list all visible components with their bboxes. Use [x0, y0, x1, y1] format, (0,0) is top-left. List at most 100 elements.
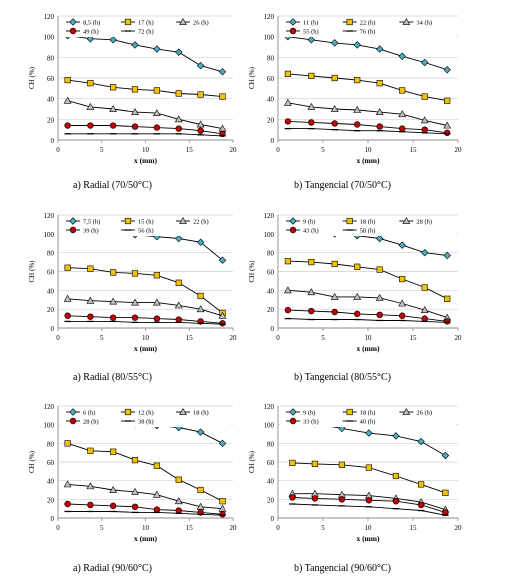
- data-point: [444, 97, 451, 104]
- data-point: [283, 286, 292, 294]
- data-point: [175, 279, 182, 286]
- legend-marker: [69, 226, 77, 234]
- x-tick-label: 20: [230, 524, 238, 532]
- data-point: [152, 109, 161, 117]
- legend-label: 58 (h): [360, 228, 376, 235]
- data-point: [196, 305, 205, 313]
- series-line: [287, 120, 448, 134]
- data-point: [331, 120, 338, 127]
- legend-label: 11 (h): [303, 20, 318, 27]
- series-line: [67, 315, 223, 324]
- data-point: [353, 292, 362, 300]
- legend-marker: [179, 216, 187, 224]
- data-point: [443, 251, 451, 260]
- data-point: [197, 292, 204, 300]
- data-point: [421, 93, 428, 100]
- y-axis-label: CH (%): [28, 260, 36, 283]
- chart-panel-2: 0 20 40 60 80 100 120 0 5 10 15 20 x (mm) CH (%) 11 (h…: [248, 13, 462, 191]
- y-tick-label: 0: [51, 515, 55, 523]
- legend-marker: [346, 217, 353, 225]
- data-point: [131, 503, 139, 510]
- data-point: [442, 489, 449, 496]
- data-point: [197, 91, 204, 98]
- data-point: [443, 66, 451, 74]
- y-tick-label: 60: [267, 269, 275, 277]
- x-axis-label: x (mm): [356, 344, 380, 353]
- data-point: [175, 90, 182, 97]
- legend-label: 39 (h): [83, 228, 99, 235]
- data-point: [392, 472, 400, 480]
- data-point: [417, 501, 425, 509]
- legend-marker: [289, 408, 297, 416]
- data-point: [421, 315, 428, 322]
- data-point: [218, 439, 227, 448]
- legend: 7,5 (h) 15 (h) 22 (h) 39 (h) 56 (h): [60, 216, 231, 236]
- x-tick-label: 20: [230, 146, 238, 154]
- y-axis-label: CH (%): [248, 66, 256, 89]
- y-tick-label: 0: [51, 325, 55, 333]
- data-point: [175, 48, 183, 56]
- x-tick-label: 15: [186, 524, 194, 532]
- x-tick-label: 10: [365, 334, 373, 342]
- legend-marker: [289, 27, 297, 35]
- legend-marker: [346, 18, 353, 26]
- data-point: [64, 500, 71, 508]
- series-line: [287, 260, 448, 300]
- data-point: [353, 106, 362, 113]
- data-point: [131, 270, 139, 277]
- legend-label: 33 (h): [303, 419, 319, 426]
- chart-panel-6: 0 20 40 60 80 100 120 0 5 10 15 20 x (mm) CH (%) 9 (h)…: [248, 403, 462, 574]
- y-tick-label: 0: [271, 137, 275, 145]
- data-point: [64, 312, 71, 319]
- data-point: [110, 448, 117, 455]
- data-point: [153, 87, 160, 94]
- data-point: [399, 87, 406, 94]
- y-tick-label: 60: [47, 459, 55, 467]
- data-point: [365, 497, 373, 504]
- series-line: [287, 73, 448, 102]
- legend: 8,5 (h) 17 (h) 26 (h) 49 (h) 72 (h): [60, 17, 231, 37]
- data-point: [131, 86, 139, 93]
- data-point: [307, 288, 316, 296]
- x-tick-label: 0: [276, 334, 280, 342]
- y-tick-label: 120: [44, 212, 55, 220]
- data-point: [444, 318, 451, 325]
- data-point: [398, 241, 406, 249]
- data-point: [284, 118, 292, 125]
- y-tick-label: 20: [47, 306, 55, 314]
- y-tick-label: 100: [44, 231, 55, 239]
- legend-label: 28 (h): [416, 219, 432, 226]
- data-point: [283, 98, 292, 106]
- data-point: [421, 126, 428, 133]
- data-point: [153, 462, 160, 469]
- data-point: [444, 129, 451, 136]
- data-point: [109, 36, 117, 44]
- data-point: [330, 104, 339, 112]
- series-line: [287, 318, 448, 323]
- data-point: [86, 35, 95, 43]
- data-point: [174, 115, 183, 123]
- data-point: [330, 39, 339, 47]
- data-point: [131, 108, 139, 115]
- data-point: [338, 461, 346, 468]
- y-tick-label: 0: [271, 515, 275, 523]
- y-tick-label: 40: [47, 96, 55, 104]
- legend-marker: [124, 408, 132, 416]
- legend-label: 8,5 (h): [83, 20, 100, 27]
- data-point: [153, 506, 161, 513]
- legend-label: 28 (h): [83, 419, 99, 426]
- x-tick-label: 15: [410, 524, 418, 532]
- y-tick-label: 100: [44, 34, 55, 42]
- data-point: [87, 265, 94, 272]
- series-line: [287, 309, 448, 322]
- y-tick-label: 60: [47, 75, 55, 83]
- x-tick-label: 10: [142, 146, 150, 154]
- data-point: [331, 74, 338, 82]
- data-point: [399, 125, 406, 132]
- data-point: [441, 451, 450, 460]
- x-axis-label: x (mm): [134, 344, 158, 353]
- data-point: [63, 480, 72, 488]
- legend-label: 40 (h): [360, 419, 376, 426]
- data-point: [219, 320, 226, 327]
